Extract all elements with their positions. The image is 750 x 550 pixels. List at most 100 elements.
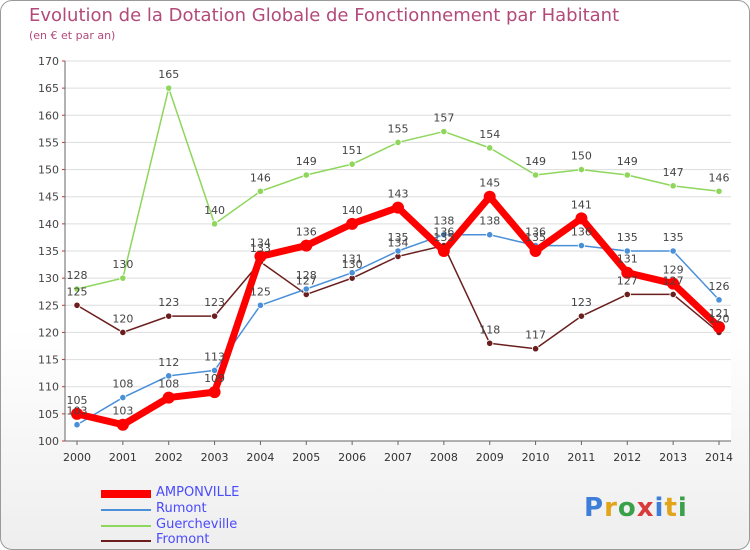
- data-label-rumont: 136: [525, 226, 546, 239]
- x-tick-label: 2009: [476, 451, 504, 464]
- data-label-guercheville: 146: [709, 171, 730, 184]
- y-tick-label: 105: [38, 408, 59, 421]
- x-tick-label: 2007: [384, 451, 412, 464]
- logo-letter: r: [604, 493, 618, 523]
- data-point-guercheville: [394, 138, 402, 147]
- data-label-guercheville: 147: [663, 166, 684, 179]
- y-tick-label: 140: [38, 218, 59, 231]
- data-point-fromont: [623, 290, 631, 299]
- y-tick-label: 100: [38, 435, 59, 448]
- data-label-rumont: 113: [204, 350, 225, 363]
- data-label-guercheville: 128: [67, 269, 88, 282]
- y-tick-label: 145: [38, 191, 59, 204]
- data-point-amponville: [483, 190, 496, 203]
- data-label-amponville: 143: [388, 188, 409, 201]
- data-label-guercheville: 140: [204, 204, 225, 217]
- x-tick-label: 2012: [613, 451, 641, 464]
- data-point-amponville: [71, 407, 83, 420]
- data-label-fromont: 117: [525, 329, 546, 342]
- data-label-amponville: 135: [525, 231, 546, 244]
- data-point-amponville: [529, 245, 542, 257]
- data-point-rumont: [348, 269, 356, 277]
- chart-subtitle: (en € et par an): [29, 29, 116, 42]
- data-point-amponville: [162, 391, 175, 404]
- data-point-fromont: [669, 290, 677, 299]
- logo-letter: i: [654, 493, 665, 523]
- y-tick-label: 135: [38, 245, 59, 258]
- data-point-rumont: [302, 285, 310, 293]
- data-label-guercheville: 149: [617, 155, 638, 168]
- y-tick-label: 115: [38, 354, 59, 367]
- x-tick-label: 2002: [155, 451, 183, 464]
- legend-label: Rumont: [156, 501, 207, 516]
- data-label-rumont: 136: [571, 226, 592, 239]
- data-point-amponville: [254, 250, 267, 263]
- x-tick-label: 2001: [109, 451, 137, 464]
- data-label-amponville: 131: [617, 253, 638, 266]
- data-label-rumont: 103: [67, 405, 88, 418]
- data-point-amponville: [575, 212, 588, 225]
- logo-letter: i: [677, 493, 688, 523]
- x-tick-label: 2003: [201, 451, 229, 464]
- data-label-fromont: 123: [571, 296, 592, 309]
- data-point-guercheville: [715, 187, 723, 195]
- x-tick-label: 2004: [246, 451, 274, 464]
- legend-label: Guercheville: [156, 517, 238, 532]
- data-point-amponville: [300, 239, 313, 252]
- data-label-rumont: 138: [433, 215, 454, 228]
- data-point-guercheville: [302, 171, 310, 179]
- y-tick-label: 125: [38, 299, 59, 312]
- data-label-guercheville: 146: [250, 171, 271, 184]
- data-point-fromont: [165, 312, 173, 320]
- x-tick-label: 2000: [63, 451, 91, 464]
- data-point-rumont: [715, 296, 723, 304]
- data-label-amponville: 103: [112, 405, 133, 418]
- data-label-fromont: 127: [663, 274, 684, 287]
- data-point-guercheville: [73, 285, 81, 293]
- data-point-amponville: [437, 245, 450, 257]
- y-tick-label: 155: [38, 136, 59, 149]
- data-point-rumont: [73, 421, 81, 429]
- proxiti-logo: Proxiti: [584, 493, 688, 523]
- y-tick-label: 110: [38, 381, 59, 394]
- data-label-rumont: 126: [709, 280, 730, 293]
- data-point-rumont: [623, 247, 631, 255]
- legend-swatch: [101, 525, 151, 527]
- data-point-rumont: [669, 247, 677, 255]
- data-label-fromont: 136: [433, 226, 454, 239]
- data-point-guercheville: [440, 127, 448, 136]
- data-point-amponville: [208, 386, 221, 399]
- data-label-guercheville: 151: [342, 144, 363, 157]
- data-label-guercheville: 149: [525, 155, 546, 168]
- data-label-amponville: 135: [433, 231, 454, 244]
- data-label-fromont: 123: [158, 296, 179, 309]
- data-label-rumont: 128: [296, 269, 317, 282]
- legend-swatch: [101, 490, 151, 498]
- data-point-fromont: [577, 312, 586, 320]
- data-label-fromont: 120: [112, 312, 133, 325]
- data-label-amponville: 121: [709, 307, 730, 320]
- y-tick-label: 120: [38, 326, 59, 339]
- data-point-guercheville: [486, 144, 494, 152]
- data-point-rumont: [577, 241, 586, 250]
- data-label-amponville: 145: [479, 177, 500, 190]
- data-label-guercheville: 154: [479, 128, 500, 141]
- x-tick-label: 2005: [292, 451, 320, 464]
- data-label-fromont: 118: [479, 323, 500, 336]
- x-tick-label: 2010: [522, 451, 550, 464]
- data-point-amponville: [667, 277, 680, 290]
- data-point-guercheville: [623, 171, 631, 179]
- data-point-amponville: [713, 321, 725, 333]
- x-tick-label: 2011: [567, 451, 595, 464]
- data-label-amponville: 141: [571, 198, 592, 211]
- data-point-fromont: [210, 312, 219, 320]
- data-label-guercheville: 155: [388, 122, 409, 135]
- y-tick-label: 165: [38, 82, 59, 95]
- data-point-amponville: [346, 217, 359, 230]
- data-label-rumont: 112: [158, 356, 179, 369]
- data-point-fromont: [531, 345, 540, 353]
- data-label-fromont: 125: [67, 285, 88, 298]
- data-label-fromont: 127: [617, 274, 638, 287]
